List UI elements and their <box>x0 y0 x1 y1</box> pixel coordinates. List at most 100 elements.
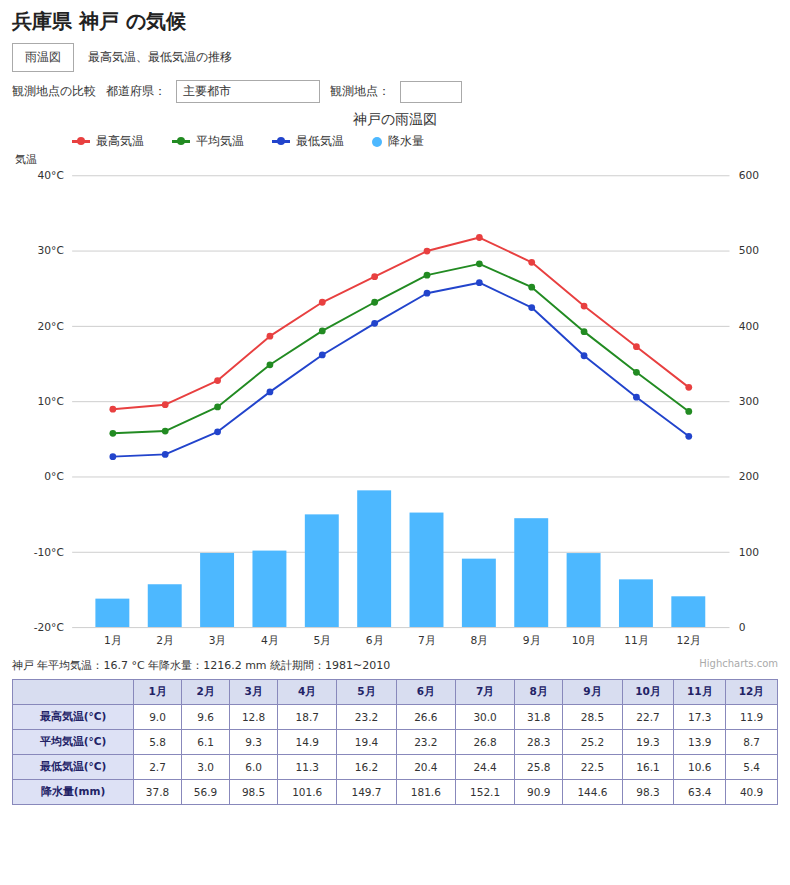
html-text:152.1: 152.1 <box>470 786 501 799</box>
html-text:28.3: 28.3 <box>527 736 551 749</box>
html-text:17.3: 17.3 <box>688 711 712 724</box>
html-text:4月: 4月 <box>298 685 317 698</box>
svg-text:5月: 5月 <box>313 634 331 647</box>
html-text:23.2: 23.2 <box>354 711 379 724</box>
html-text:56.9: 56.9 <box>193 786 218 799</box>
html-text:30.0: 30.0 <box>473 711 497 724</box>
svg-text:11月: 11月 <box>624 634 649 647</box>
html-text:1月: 1月 <box>148 685 167 698</box>
html-text:22.7: 22.7 <box>636 711 660 724</box>
html-text:31.8: 31.8 <box>527 711 551 724</box>
html-text:神戸 年平均気温：16.7 °C 年降水量：1216.2 m: 神戸 年平均気温：16.7 °C 年降水量：1216.2 mm 統計期間：198… <box>12 659 391 673</box>
svg-text:0°C: 0°C <box>44 470 64 483</box>
html-text:主要都市: 主要都市 <box>183 84 231 98</box>
html-text:16.2: 16.2 <box>354 761 379 774</box>
html-text:都道府県：: 都道府県： <box>106 84 166 98</box>
html-text:19.3: 19.3 <box>636 736 660 749</box>
html-text:23.2: 23.2 <box>414 736 438 749</box>
html-text:25.2: 25.2 <box>580 736 605 749</box>
html-text:12.8: 12.8 <box>241 711 266 724</box>
html-text:90.9: 90.9 <box>527 786 551 799</box>
svg-text:600: 600 <box>739 169 760 182</box>
html-text:11.3: 11.3 <box>295 761 319 774</box>
html-text:9.6: 9.6 <box>197 711 214 724</box>
html-text:19.4: 19.4 <box>354 736 379 749</box>
html-text:11.9: 11.9 <box>739 711 764 724</box>
html-text:降水量: 降水量 <box>388 134 424 148</box>
html-text:14.9: 14.9 <box>295 736 319 749</box>
html-text:2.7: 2.7 <box>149 761 166 774</box>
svg-text:30°C: 30°C <box>38 244 64 257</box>
html-text:9.3: 9.3 <box>245 736 262 749</box>
html-text:最高気温、最低気温の推移: 最高気温、最低気温の推移 <box>88 50 232 64</box>
html-text:181.6: 181.6 <box>410 786 441 799</box>
html-text:5月: 5月 <box>357 685 376 698</box>
html-text:最高気温(°C): 最高気温(°C) <box>39 710 107 723</box>
svg-text:7月: 7月 <box>418 634 436 647</box>
html-text:6月: 6月 <box>416 685 435 698</box>
svg-text:0: 0 <box>739 621 746 634</box>
html-text:2月: 2月 <box>196 685 215 698</box>
svg-text:6月: 6月 <box>366 634 384 647</box>
html-text:26.8: 26.8 <box>473 736 497 749</box>
html-text:26.6: 26.6 <box>414 711 438 724</box>
svg-text:-10°C: -10°C <box>34 546 64 559</box>
svg-text:3月: 3月 <box>209 634 227 647</box>
html-text:5.4: 5.4 <box>743 761 760 774</box>
html-text:最低気温: 最低気温 <box>296 134 344 148</box>
html-text:25.8: 25.8 <box>527 761 551 774</box>
html-text:101.6: 101.6 <box>292 786 323 799</box>
html-text:神戸の雨温図: 神戸の雨温図 <box>353 111 437 127</box>
html-text:7月: 7月 <box>476 685 495 698</box>
html-text:降水量(mm): 降水量(mm) <box>40 785 106 798</box>
html-text:12月: 12月 <box>738 685 765 698</box>
html-text:雨温図: 雨温図 <box>25 50 61 64</box>
html-text:8月: 8月 <box>529 685 548 698</box>
svg-text:40°C: 40°C <box>38 169 64 182</box>
svg-text:20°C: 20°C <box>38 320 64 333</box>
html-text:5.8: 5.8 <box>149 736 166 749</box>
svg-text:1月: 1月 <box>104 634 122 647</box>
html-text:3月: 3月 <box>244 685 263 698</box>
html-text:98.5: 98.5 <box>241 786 266 799</box>
html-text:観測地点の比較: 観測地点の比較 <box>12 84 96 98</box>
html-text:観測地点：: 観測地点： <box>330 84 390 98</box>
html-text:平均気温: 平均気温 <box>196 134 244 148</box>
html-text:3.0: 3.0 <box>197 761 214 774</box>
html-text:6.0: 6.0 <box>245 761 262 774</box>
html-text:10月: 10月 <box>635 685 661 698</box>
svg-text:500: 500 <box>739 244 760 257</box>
html-text:22.5: 22.5 <box>580 761 605 774</box>
html-text:20.4: 20.4 <box>414 761 438 774</box>
svg-text:8月: 8月 <box>470 634 488 647</box>
svg-text:10月: 10月 <box>572 634 597 647</box>
html-text:6.1: 6.1 <box>197 736 214 749</box>
svg-text:9月: 9月 <box>523 634 541 647</box>
svg-text:2月: 2月 <box>156 634 174 647</box>
html-text:149.7: 149.7 <box>351 786 382 799</box>
html-text:平均気温(°C): 平均気温(°C) <box>39 735 107 748</box>
html-text:最低気温(°C): 最低気温(°C) <box>39 760 107 773</box>
html-text:24.4: 24.4 <box>473 761 497 774</box>
svg-text:気温: 気温 <box>15 153 37 166</box>
html-text:37.8: 37.8 <box>145 786 170 799</box>
svg-text:12月: 12月 <box>677 634 702 647</box>
html-text:最高気温: 最高気温 <box>96 134 144 148</box>
html-text:28.5: 28.5 <box>580 711 605 724</box>
svg-text:100: 100 <box>739 546 760 559</box>
svg-text:200: 200 <box>739 470 760 483</box>
html-text:10.6: 10.6 <box>688 761 712 774</box>
svg-text:300: 300 <box>739 395 760 408</box>
html-text:9.0: 9.0 <box>149 711 166 724</box>
html-text:16.1: 16.1 <box>636 761 660 774</box>
html-text:兵庫県 神戸 の気候: 兵庫県 神戸 の気候 <box>12 9 186 33</box>
html-text:8.7: 8.7 <box>743 736 760 749</box>
html-text:11月: 11月 <box>686 685 713 698</box>
svg-text:10°C: 10°C <box>38 395 64 408</box>
svg-text:4月: 4月 <box>261 634 279 647</box>
html-text:18.7: 18.7 <box>295 711 319 724</box>
svg-text:400: 400 <box>739 320 760 333</box>
svg-text:-20°C: -20°C <box>34 621 64 634</box>
html-text:9月: 9月 <box>583 685 602 698</box>
html-text:13.9: 13.9 <box>688 736 712 749</box>
